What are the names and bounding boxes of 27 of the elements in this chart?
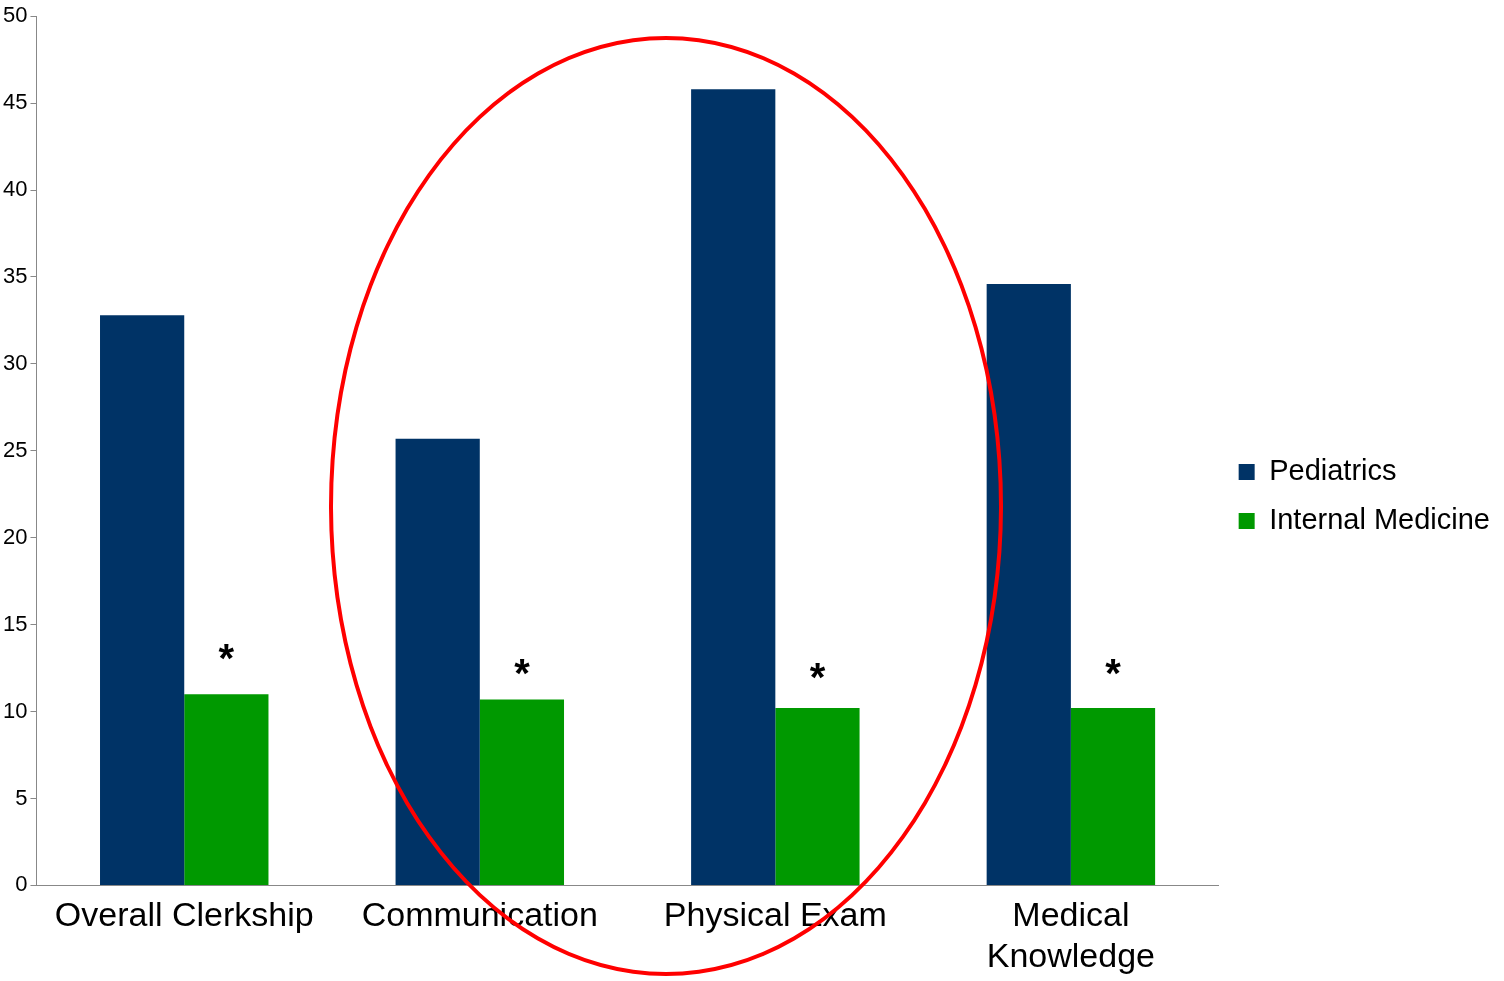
x-tick-label: Medical Knowledge [986, 895, 1156, 974]
bar [184, 694, 269, 885]
annotation: * [809, 654, 826, 699]
y-tick-label: 15 [2, 610, 28, 636]
annotation: * [1105, 651, 1122, 696]
y-tick-label: 45 [2, 89, 28, 115]
bar [395, 438, 480, 885]
y-tick-label: 20 [2, 523, 28, 549]
bar [691, 89, 776, 885]
bar [775, 708, 860, 885]
bar [100, 315, 185, 885]
bar [1070, 708, 1156, 885]
legend-label: Pediatrics [1269, 454, 1397, 486]
y-tick-label: 0 [15, 871, 28, 897]
y-tick-label: 5 [15, 784, 28, 810]
bar [986, 283, 1071, 885]
annotation: * [218, 635, 235, 680]
y-tick-label: 50 [2, 2, 28, 28]
legend-label: Internal Medicine [1269, 503, 1490, 535]
y-tick-label: 35 [2, 263, 28, 289]
y-tick-label: 40 [2, 176, 28, 202]
annotation: * [514, 651, 531, 696]
x-tick-label: Overall Clerkship [54, 895, 314, 934]
y-tick-label: 30 [2, 349, 28, 375]
y-tick-label: 25 [2, 436, 28, 462]
y-tick-label: 10 [2, 697, 28, 723]
bar [479, 699, 565, 885]
